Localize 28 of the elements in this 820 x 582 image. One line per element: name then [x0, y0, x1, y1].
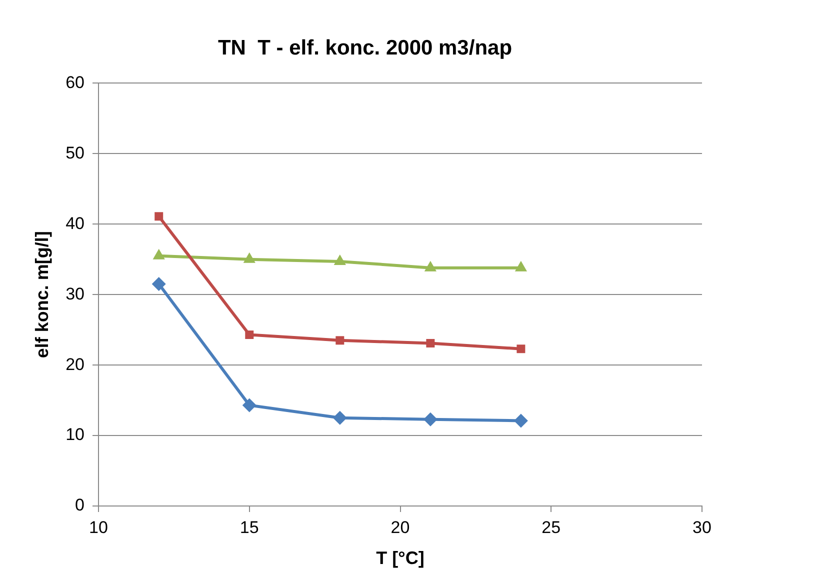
point — [152, 248, 165, 260]
x-tick-label: 30 — [692, 518, 712, 537]
y-tick-label: 20 — [66, 354, 85, 374]
point — [514, 260, 528, 272]
y-tick-label: 30 — [66, 284, 85, 304]
x-tick-label: 10 — [89, 518, 108, 537]
point — [243, 252, 256, 263]
y-tick-label: 10 — [66, 425, 85, 444]
x-tick-label: 20 — [390, 518, 410, 537]
point — [332, 410, 347, 425]
point — [334, 254, 346, 265]
y-tick-label: 40 — [66, 214, 85, 233]
point — [424, 260, 436, 272]
chart-title: TN T - elf. konc. 2000 m3/nap — [218, 36, 512, 60]
point — [245, 330, 254, 340]
y-axis-title: elf konc. m[g/l] — [32, 231, 52, 358]
x-tick-label: 15 — [240, 518, 259, 537]
x-tick-label: 25 — [542, 518, 561, 537]
point — [514, 414, 528, 428]
point — [426, 338, 435, 348]
x-axis-title: T [°C] — [376, 548, 424, 568]
point — [423, 412, 438, 426]
y-tick-label: 50 — [66, 143, 85, 162]
y-tick-label: 0 — [75, 496, 85, 515]
y-tick-label: 60 — [66, 72, 85, 92]
point — [336, 336, 344, 345]
point — [242, 398, 256, 412]
point — [516, 344, 526, 354]
